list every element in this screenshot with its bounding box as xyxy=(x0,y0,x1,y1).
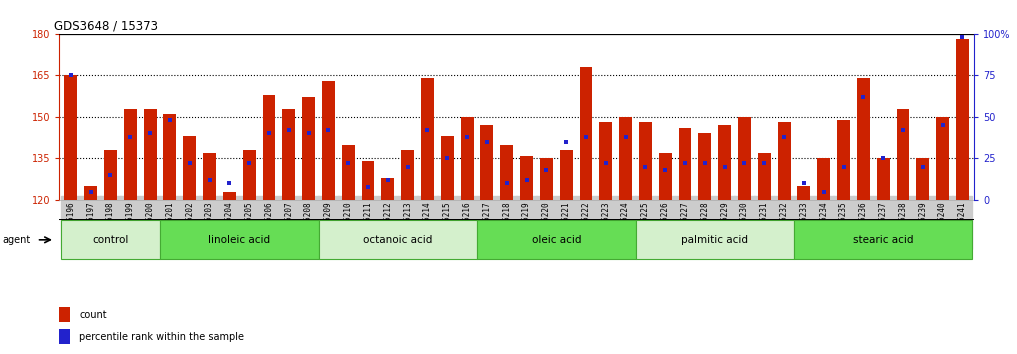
Bar xyxy=(520,156,533,200)
Bar xyxy=(164,114,176,200)
Bar xyxy=(956,39,969,200)
FancyBboxPatch shape xyxy=(160,220,318,259)
FancyBboxPatch shape xyxy=(636,220,794,259)
Bar xyxy=(223,192,236,200)
Bar xyxy=(480,125,493,200)
Bar xyxy=(124,108,136,200)
Bar xyxy=(877,159,890,200)
Text: percentile rank within the sample: percentile rank within the sample xyxy=(79,332,244,342)
Bar xyxy=(59,329,70,344)
Bar xyxy=(758,153,771,200)
Bar xyxy=(421,78,434,200)
Bar xyxy=(183,136,196,200)
Bar xyxy=(84,186,98,200)
Bar xyxy=(559,150,573,200)
Bar xyxy=(104,150,117,200)
Bar xyxy=(342,144,355,200)
Bar xyxy=(937,117,949,200)
Bar xyxy=(540,159,553,200)
Text: palmitic acid: palmitic acid xyxy=(681,235,749,245)
Bar xyxy=(857,78,870,200)
Bar xyxy=(916,159,930,200)
FancyBboxPatch shape xyxy=(61,220,160,259)
Bar xyxy=(440,136,454,200)
Text: control: control xyxy=(93,235,129,245)
Bar xyxy=(897,108,909,200)
Bar xyxy=(639,122,652,200)
Bar xyxy=(500,144,514,200)
Bar xyxy=(283,108,295,200)
Text: oleic acid: oleic acid xyxy=(532,235,581,245)
Bar xyxy=(580,67,593,200)
Bar xyxy=(797,186,811,200)
Bar xyxy=(64,75,77,200)
Bar xyxy=(203,153,216,200)
Bar xyxy=(322,81,335,200)
Text: octanoic acid: octanoic acid xyxy=(363,235,432,245)
FancyBboxPatch shape xyxy=(318,220,477,259)
Bar xyxy=(778,122,790,200)
Bar xyxy=(619,117,632,200)
Text: linoleic acid: linoleic acid xyxy=(208,235,271,245)
Bar xyxy=(837,120,850,200)
Bar xyxy=(699,133,711,200)
Bar xyxy=(143,108,157,200)
Bar xyxy=(381,178,395,200)
Text: agent: agent xyxy=(2,235,31,245)
Bar xyxy=(738,117,751,200)
Bar xyxy=(718,125,731,200)
FancyBboxPatch shape xyxy=(794,220,972,259)
Text: GDS3648 / 15373: GDS3648 / 15373 xyxy=(55,19,159,33)
Bar xyxy=(302,97,315,200)
Text: count: count xyxy=(79,309,107,320)
Bar xyxy=(59,307,70,322)
Bar xyxy=(678,128,692,200)
Bar xyxy=(362,161,374,200)
Bar xyxy=(243,150,255,200)
Bar xyxy=(599,122,612,200)
FancyBboxPatch shape xyxy=(477,220,636,259)
Bar xyxy=(402,150,414,200)
Text: stearic acid: stearic acid xyxy=(853,235,913,245)
Bar xyxy=(262,95,276,200)
Bar xyxy=(818,159,830,200)
Bar xyxy=(659,153,671,200)
Bar xyxy=(461,117,474,200)
